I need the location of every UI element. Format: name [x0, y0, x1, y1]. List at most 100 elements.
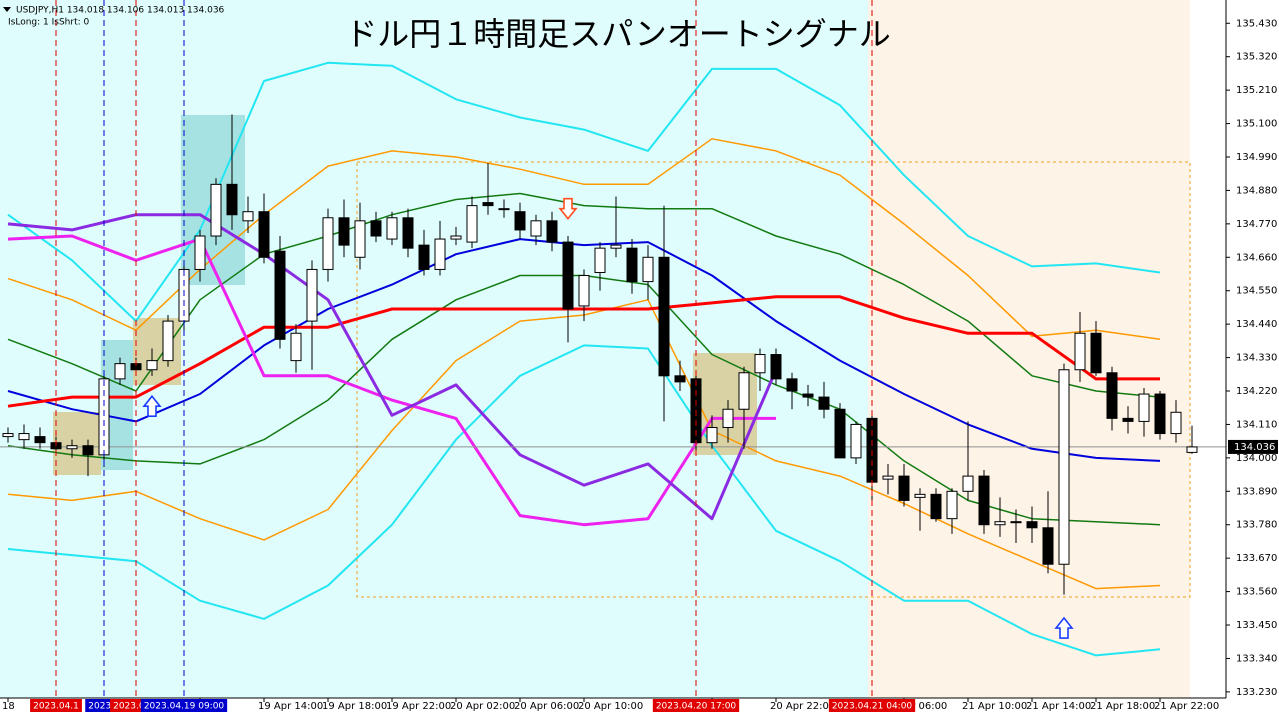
y-tick-label: 134.660 [1236, 252, 1277, 263]
last-price-label: 134.036 [1234, 442, 1275, 453]
candle-body [546, 220, 558, 243]
candle-body [386, 217, 398, 240]
y-tick-label: 134.440 [1236, 319, 1277, 330]
candle-body [642, 256, 654, 283]
y-tick-label: 135.100 [1236, 119, 1277, 130]
candle-body [834, 408, 846, 459]
y-tick-label: 134.110 [1236, 419, 1277, 430]
candle-body [818, 396, 830, 410]
candle-body [306, 268, 318, 322]
candle-body [914, 493, 926, 498]
x-tick-label: 19 Apr 18:00 [322, 701, 387, 712]
event-label-text: 2023.04.1 [33, 702, 79, 712]
x-tick-label: 19 Apr 14:00 [258, 701, 323, 712]
axes: 135.430 135.320 135.210 135.100 134.990 134.8… [2, 18, 1278, 712]
session-zone [868, 0, 1190, 698]
indicator-line [7, 344, 1161, 657]
x-tick-label: 21 Apr 14:00 [1026, 701, 1091, 712]
y-tick-label: 135.320 [1236, 52, 1277, 63]
candle-body [994, 521, 1006, 526]
candle-body [594, 247, 606, 273]
event-label-text: 2023.04.19 09:00 [144, 702, 225, 712]
signal-arrow [558, 197, 578, 220]
indicator-line [7, 61, 1161, 323]
event-label: 2023.04.19 09:00 [140, 699, 228, 712]
chart-title: ドル円１時間足スパンオートシグナル [345, 15, 891, 53]
y-tick-label: 134.000 [1236, 453, 1277, 464]
candle-body [482, 202, 494, 207]
candle-body [290, 332, 302, 362]
y-tick-label: 135.430 [1236, 18, 1277, 29]
candle-body [738, 372, 750, 410]
candle-body [578, 275, 590, 307]
candle-body [722, 408, 734, 428]
candle-body [674, 375, 686, 383]
event-label: 2023.04.21 04:00 [828, 699, 916, 712]
candle-body [402, 217, 414, 249]
event-label-box [828, 699, 916, 712]
candle-body [1122, 417, 1134, 422]
event-label-box [652, 699, 740, 712]
y-tick-label: 133.560 [1236, 587, 1277, 598]
candle-body [850, 423, 862, 459]
candle-body [370, 220, 382, 237]
y-tick-label: 133.670 [1236, 553, 1277, 564]
x-tick-label: 21 Apr 10:00 [962, 701, 1027, 712]
event-label: 2023.04.1 [30, 699, 82, 712]
event-label-text: 2023.04.21 04:00 [832, 702, 913, 712]
last-price-box [1228, 439, 1278, 454]
y-tick-label: 133.890 [1236, 486, 1277, 497]
candle-body [466, 205, 478, 243]
range-frame [356, 161, 1191, 598]
y-tick-label: 134.770 [1236, 219, 1277, 230]
x-tick-label: 18 [2, 701, 15, 712]
candle-body [146, 360, 158, 371]
candle-body [946, 490, 958, 520]
candle-body [82, 445, 94, 456]
candle-body [1170, 411, 1182, 435]
candle-body [706, 426, 718, 444]
candle-body [1106, 372, 1118, 419]
x-tick-label: 20 Apr 10:00 [578, 701, 643, 712]
event-label: 2023.04.20 17:00 [652, 699, 740, 712]
candle-body [114, 363, 126, 380]
indicator-line [7, 192, 1161, 398]
y-tick-label: 134.880 [1236, 185, 1277, 196]
event-label-box [140, 699, 228, 712]
candle-body [802, 393, 814, 398]
y-tick-label: 135.210 [1236, 85, 1277, 96]
signal-arrow [142, 394, 162, 418]
candle-body [626, 247, 638, 283]
candle-body [1090, 332, 1102, 374]
collapse-icon [3, 7, 11, 12]
candle-body [34, 436, 46, 444]
candle-body [658, 256, 670, 377]
candle-body [322, 217, 334, 270]
candle-body [2, 433, 14, 438]
x-tick-label: 21 Apr 22:00 [1154, 701, 1219, 712]
candle-body [18, 433, 30, 441]
candle-body [562, 241, 574, 310]
candle-body [978, 475, 990, 526]
event-label-text: 2023.04.1 [113, 702, 159, 712]
candle-body [530, 220, 542, 237]
candle-body [786, 378, 798, 392]
time-axis-bg [0, 698, 1279, 720]
y-tick-label: 134.990 [1236, 152, 1277, 163]
candle-body [882, 475, 894, 480]
candle-body [226, 183, 238, 216]
candle-body [1154, 393, 1166, 435]
y-tick-label: 133.450 [1236, 620, 1277, 631]
candle-body [1010, 521, 1022, 524]
candle-body [418, 244, 430, 270]
x-tick-label: Apr 06:00 [898, 701, 947, 712]
candle-body [770, 354, 782, 380]
candle-body [1138, 393, 1150, 422]
candle-body [194, 235, 206, 270]
candle-body [1186, 446, 1198, 453]
x-tick-label: 19 Apr 22:00 [386, 701, 451, 712]
y-tick-label: 134.550 [1236, 286, 1277, 297]
x-tick-label: 20 Apr 22:00 [770, 701, 835, 712]
symbol-info: USDJPY,H1 134.018 134.106 134.013 134.03… [16, 6, 225, 16]
